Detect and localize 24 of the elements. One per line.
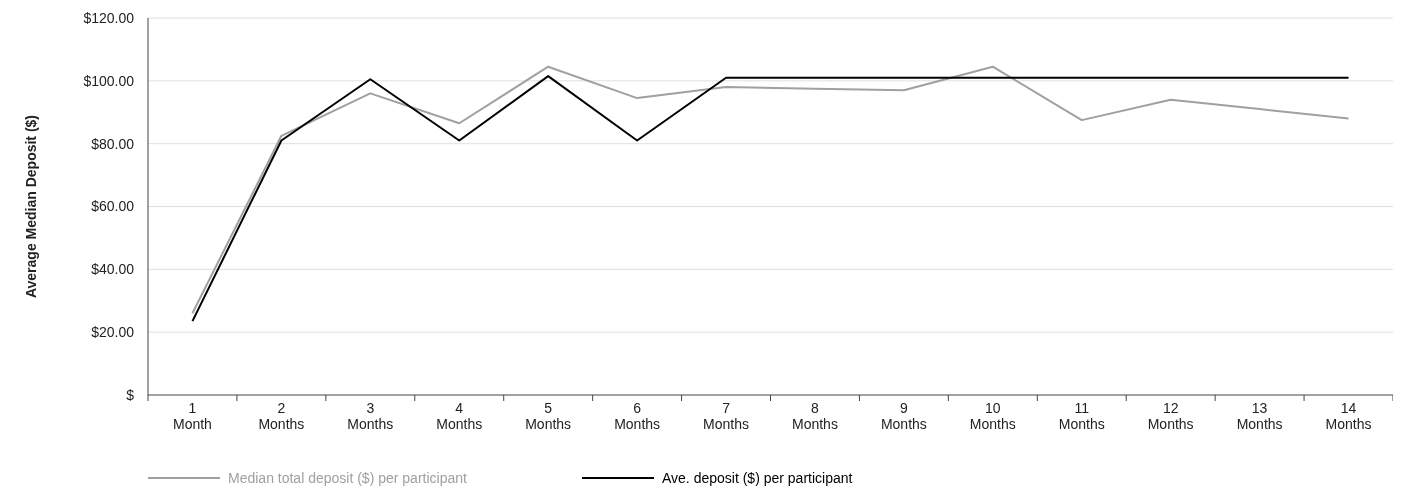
x-tick-label: 5 Months [525, 400, 572, 432]
text: Median total deposit ($) per participant [228, 469, 468, 486]
x-tick-label: 7 Months [703, 400, 749, 432]
x-tick-label: 11 Months [1058, 400, 1105, 432]
x-tick-label: 14 Months [1325, 400, 1372, 432]
x-tick-label: 8 Months [792, 400, 838, 432]
x-tick-label: 9 Months [880, 400, 927, 432]
x-tick-label: 2 Months [258, 400, 305, 432]
y-tick-label: $20.00 [91, 324, 135, 341]
y-tick-label: $100.00 [83, 72, 135, 89]
y-tick-label: $ [126, 386, 135, 403]
x-tick-label: 13 Months [1236, 400, 1283, 432]
x-tick-label: 6 Months [614, 400, 661, 432]
y-tick-label: $60.00 [91, 198, 135, 215]
y-tick-label: $40.00 [91, 261, 135, 278]
y-tick-label: $120.00 [83, 9, 135, 26]
y-axis-title: Average Median Deposit ($) [23, 114, 39, 299]
x-tick-label: 10 Months [969, 400, 1016, 432]
x-tick-label: 4 Months [436, 400, 483, 432]
text: Ave. deposit ($) per participant [662, 469, 853, 486]
y-tick-label: $80.00 [91, 135, 135, 152]
x-tick-label: 1 Month [173, 400, 212, 432]
x-tick-label: 3 Months [347, 400, 394, 432]
x-tick-label: 12 Months [1147, 400, 1194, 432]
